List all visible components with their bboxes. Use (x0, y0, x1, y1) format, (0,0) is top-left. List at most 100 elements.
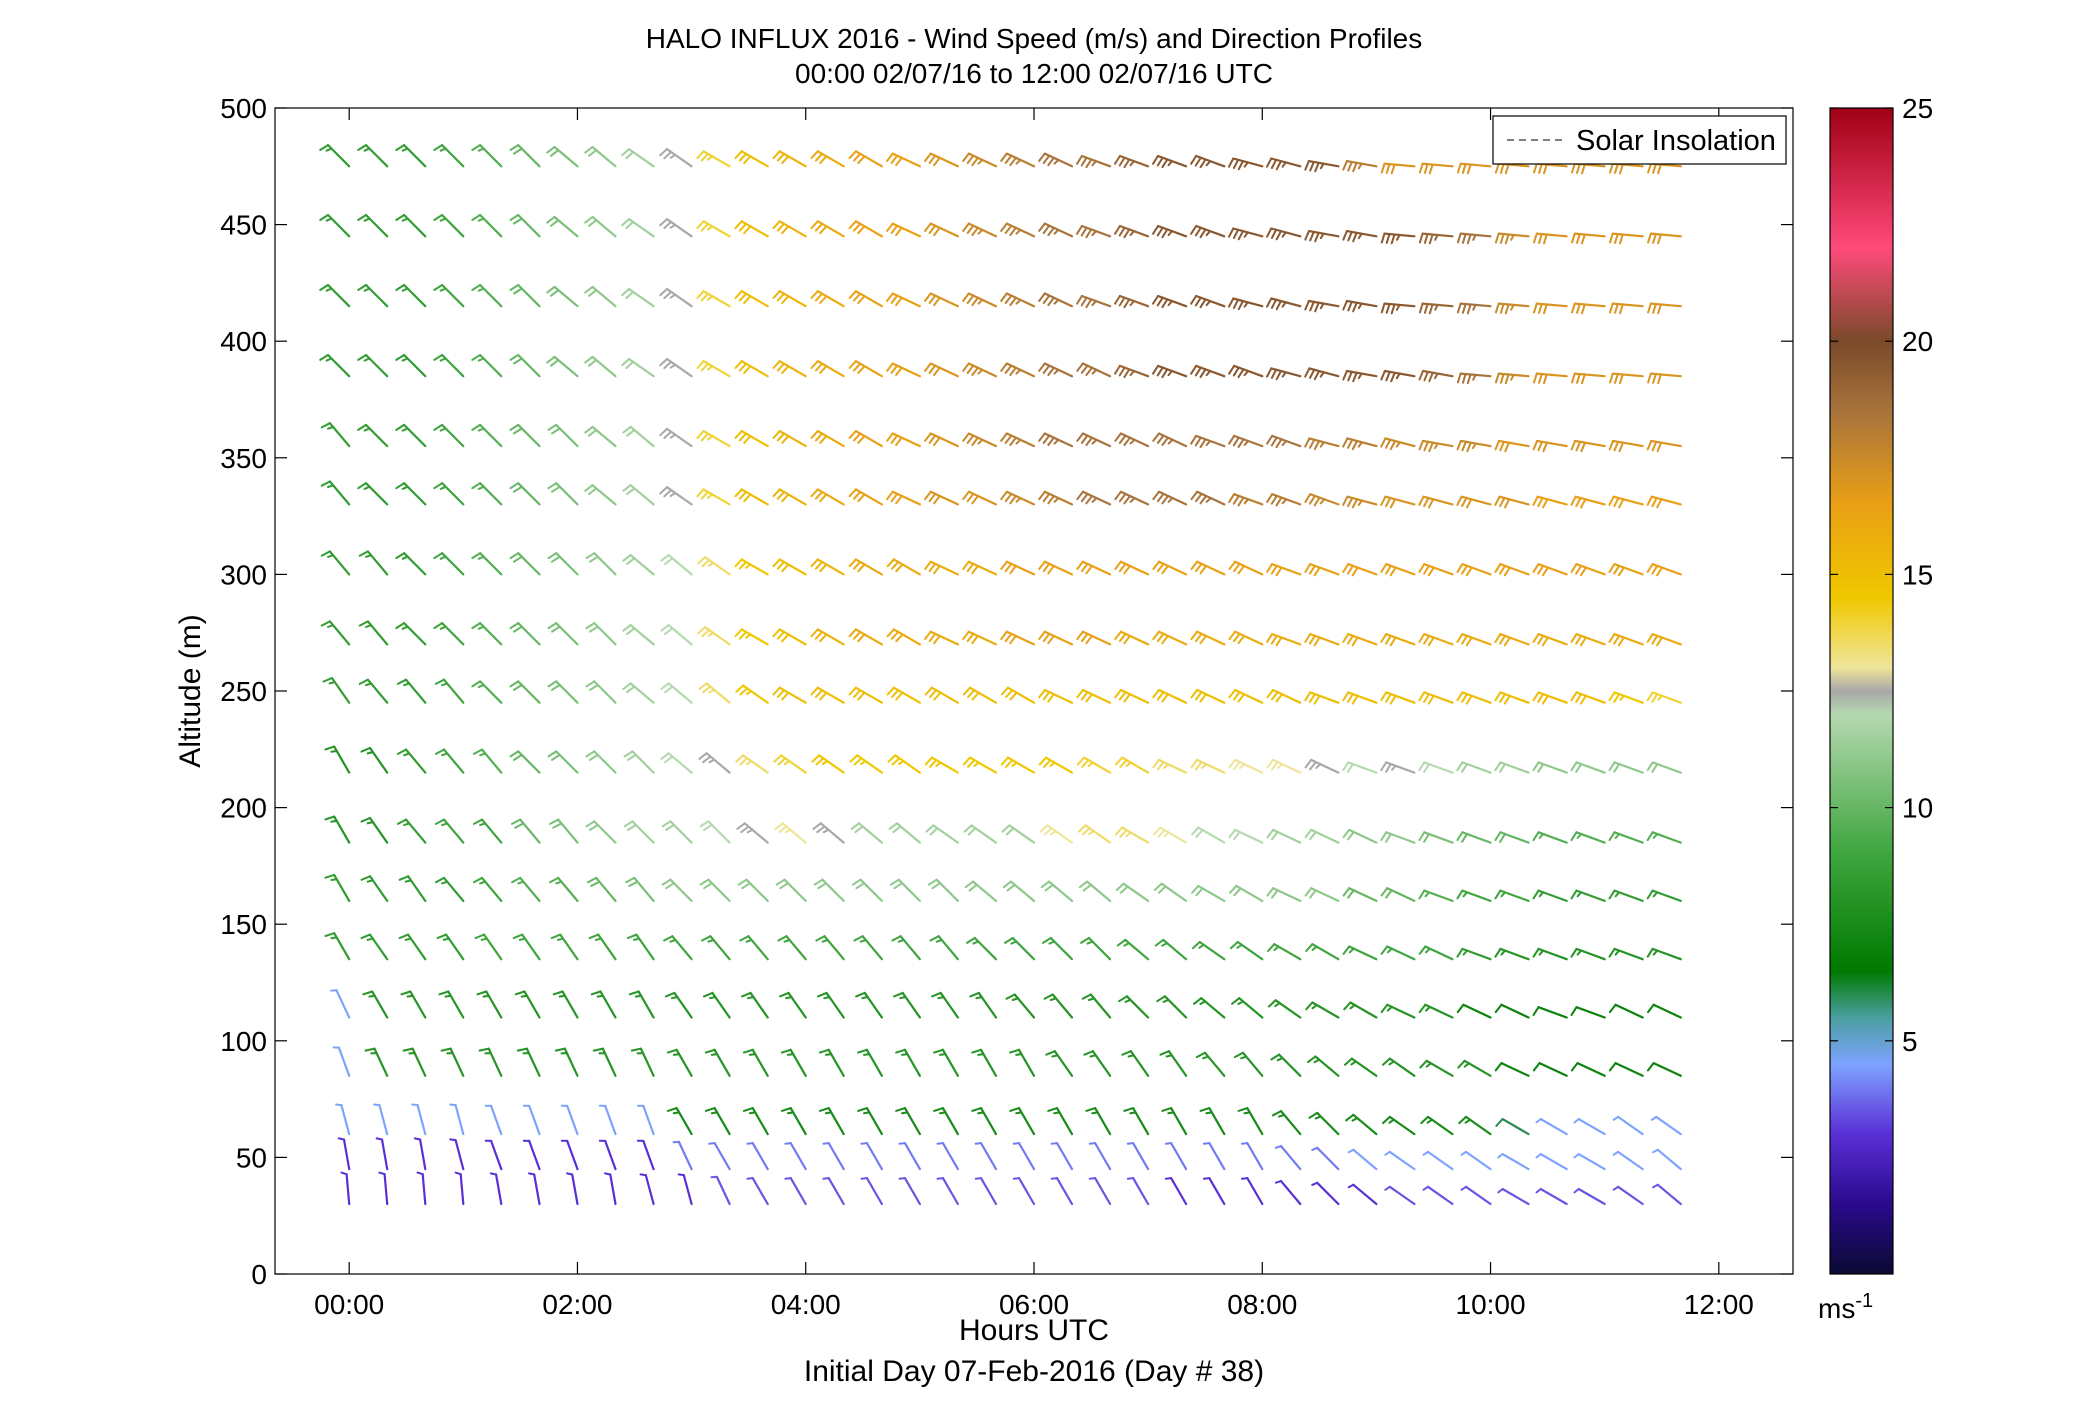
wind-barb-feather (634, 994, 643, 998)
wind-barb-feather (401, 427, 409, 432)
wind-barb-feather (1274, 1180, 1282, 1184)
wind-barb-feather (1575, 634, 1583, 645)
wind-barb-feather (663, 360, 673, 370)
wind-barb (1152, 432, 1188, 448)
wind-barb-shaft (1055, 1176, 1074, 1206)
wind-barb-shaft (1577, 1152, 1606, 1171)
legend: Solar Insolation (1492, 115, 1787, 165)
wind-barb-feather (1080, 226, 1088, 237)
wind-barb-feather (700, 362, 709, 372)
wind-barb (1193, 997, 1226, 1019)
wind-barb-feather (584, 285, 594, 294)
wind-barb (1570, 1006, 1606, 1019)
wind-barb-feather (358, 678, 369, 685)
wind-barb-feather (860, 1142, 868, 1145)
wind-barb (1380, 495, 1416, 509)
wind-barb (1114, 630, 1150, 646)
wind-barb-feather (1466, 303, 1472, 315)
wind-barb-feather (1157, 829, 1166, 838)
wind-barb (886, 432, 922, 448)
wind-barb-feather (924, 152, 932, 162)
wind-barb-feather (848, 220, 857, 230)
wind-barb (1608, 831, 1644, 844)
wind-barb-feather (1538, 949, 1545, 956)
wind-barb-feather (1427, 566, 1435, 577)
wind-barb-shaft (1426, 1150, 1454, 1171)
wind-barb-feather (555, 880, 563, 885)
wind-barb-feather (857, 633, 866, 643)
wind-barb-feather (977, 438, 984, 445)
wind-barb-feather (698, 682, 708, 690)
wind-barb-feather (1538, 303, 1543, 314)
wind-barb-feather (741, 882, 751, 890)
wind-barb-feather (622, 624, 632, 632)
wind-barb-feather (1385, 833, 1392, 843)
wind-barb (516, 1047, 541, 1077)
wind-barb-feather (478, 1047, 490, 1052)
wind-barb-shaft (1388, 1150, 1416, 1171)
wind-barb-feather (781, 295, 790, 304)
wind-barb-feather (1114, 689, 1122, 699)
wind-barb-feather (1657, 373, 1662, 385)
wind-barb-feather (439, 427, 447, 432)
wind-barb-feather (890, 434, 899, 444)
wind-barb-feather (1499, 303, 1505, 314)
wind-barb-feather (550, 933, 562, 940)
wind-barb-feather (1609, 372, 1614, 384)
wind-barb-feather (1461, 763, 1468, 773)
wind-barb-feather (1205, 440, 1212, 446)
wind-barb (509, 353, 541, 378)
wind-barb-feather (1004, 492, 1013, 503)
wind-barb (1270, 1053, 1302, 1077)
wind-barb (395, 423, 427, 448)
wind-barb-feather (1311, 1181, 1319, 1186)
wind-barb-feather (1612, 1150, 1620, 1156)
wind-barb-feather (746, 1142, 754, 1145)
wind-barb-feather (1015, 298, 1022, 305)
wind-barb-feather (1418, 889, 1426, 900)
wind-barb-feather (471, 284, 482, 291)
wind-barb (1380, 302, 1416, 315)
wind-barb-feather (516, 1047, 528, 1052)
wind-barb-feather (734, 430, 743, 439)
wind-barb-feather (1494, 302, 1500, 314)
wind-barb (1000, 756, 1036, 774)
wind-barb-shaft (715, 1175, 731, 1206)
wind-barb (931, 991, 960, 1019)
wind-barb (1494, 1003, 1530, 1019)
wind-barb-feather (702, 685, 712, 694)
wind-barb-feather (1342, 495, 1349, 506)
wind-barb (584, 355, 617, 378)
wind-barb-feather (702, 991, 714, 998)
wind-barb (1570, 947, 1606, 961)
wind-barb-feather (1190, 560, 1199, 570)
wind-barb (332, 1046, 351, 1077)
wind-barb-feather (1305, 943, 1314, 952)
wind-barb-feather (368, 994, 376, 998)
wind-barb (1382, 1057, 1416, 1077)
wind-barb-feather (1053, 1111, 1061, 1115)
wind-barb-shaft (340, 1103, 351, 1136)
wind-barb-feather (1391, 764, 1397, 771)
wind-barb-feather (1652, 1148, 1659, 1154)
wind-barb-feather (1456, 162, 1462, 174)
wind-barb (708, 1141, 731, 1171)
wind-barb-feather (1042, 492, 1051, 503)
wind-barb-feather (378, 1171, 386, 1176)
wind-barb-feather (849, 754, 859, 763)
wind-barb (324, 873, 351, 903)
wind-barb-feather (585, 622, 596, 630)
wind-barb-shaft (903, 1141, 922, 1171)
wind-barb-feather (819, 155, 828, 165)
wind-barb (585, 621, 617, 646)
wind-barb-feather (707, 365, 714, 371)
wind-barb (810, 686, 845, 704)
wind-barb (887, 754, 922, 774)
wind-barb-feather (1127, 1054, 1135, 1058)
wind-barb (886, 490, 922, 506)
wind-barb (741, 991, 769, 1019)
wind-barb-feather (1042, 937, 1052, 944)
wind-barb-feather (1116, 938, 1127, 947)
wind-barb (554, 1047, 579, 1077)
wind-barb-feather (1380, 1003, 1389, 1014)
